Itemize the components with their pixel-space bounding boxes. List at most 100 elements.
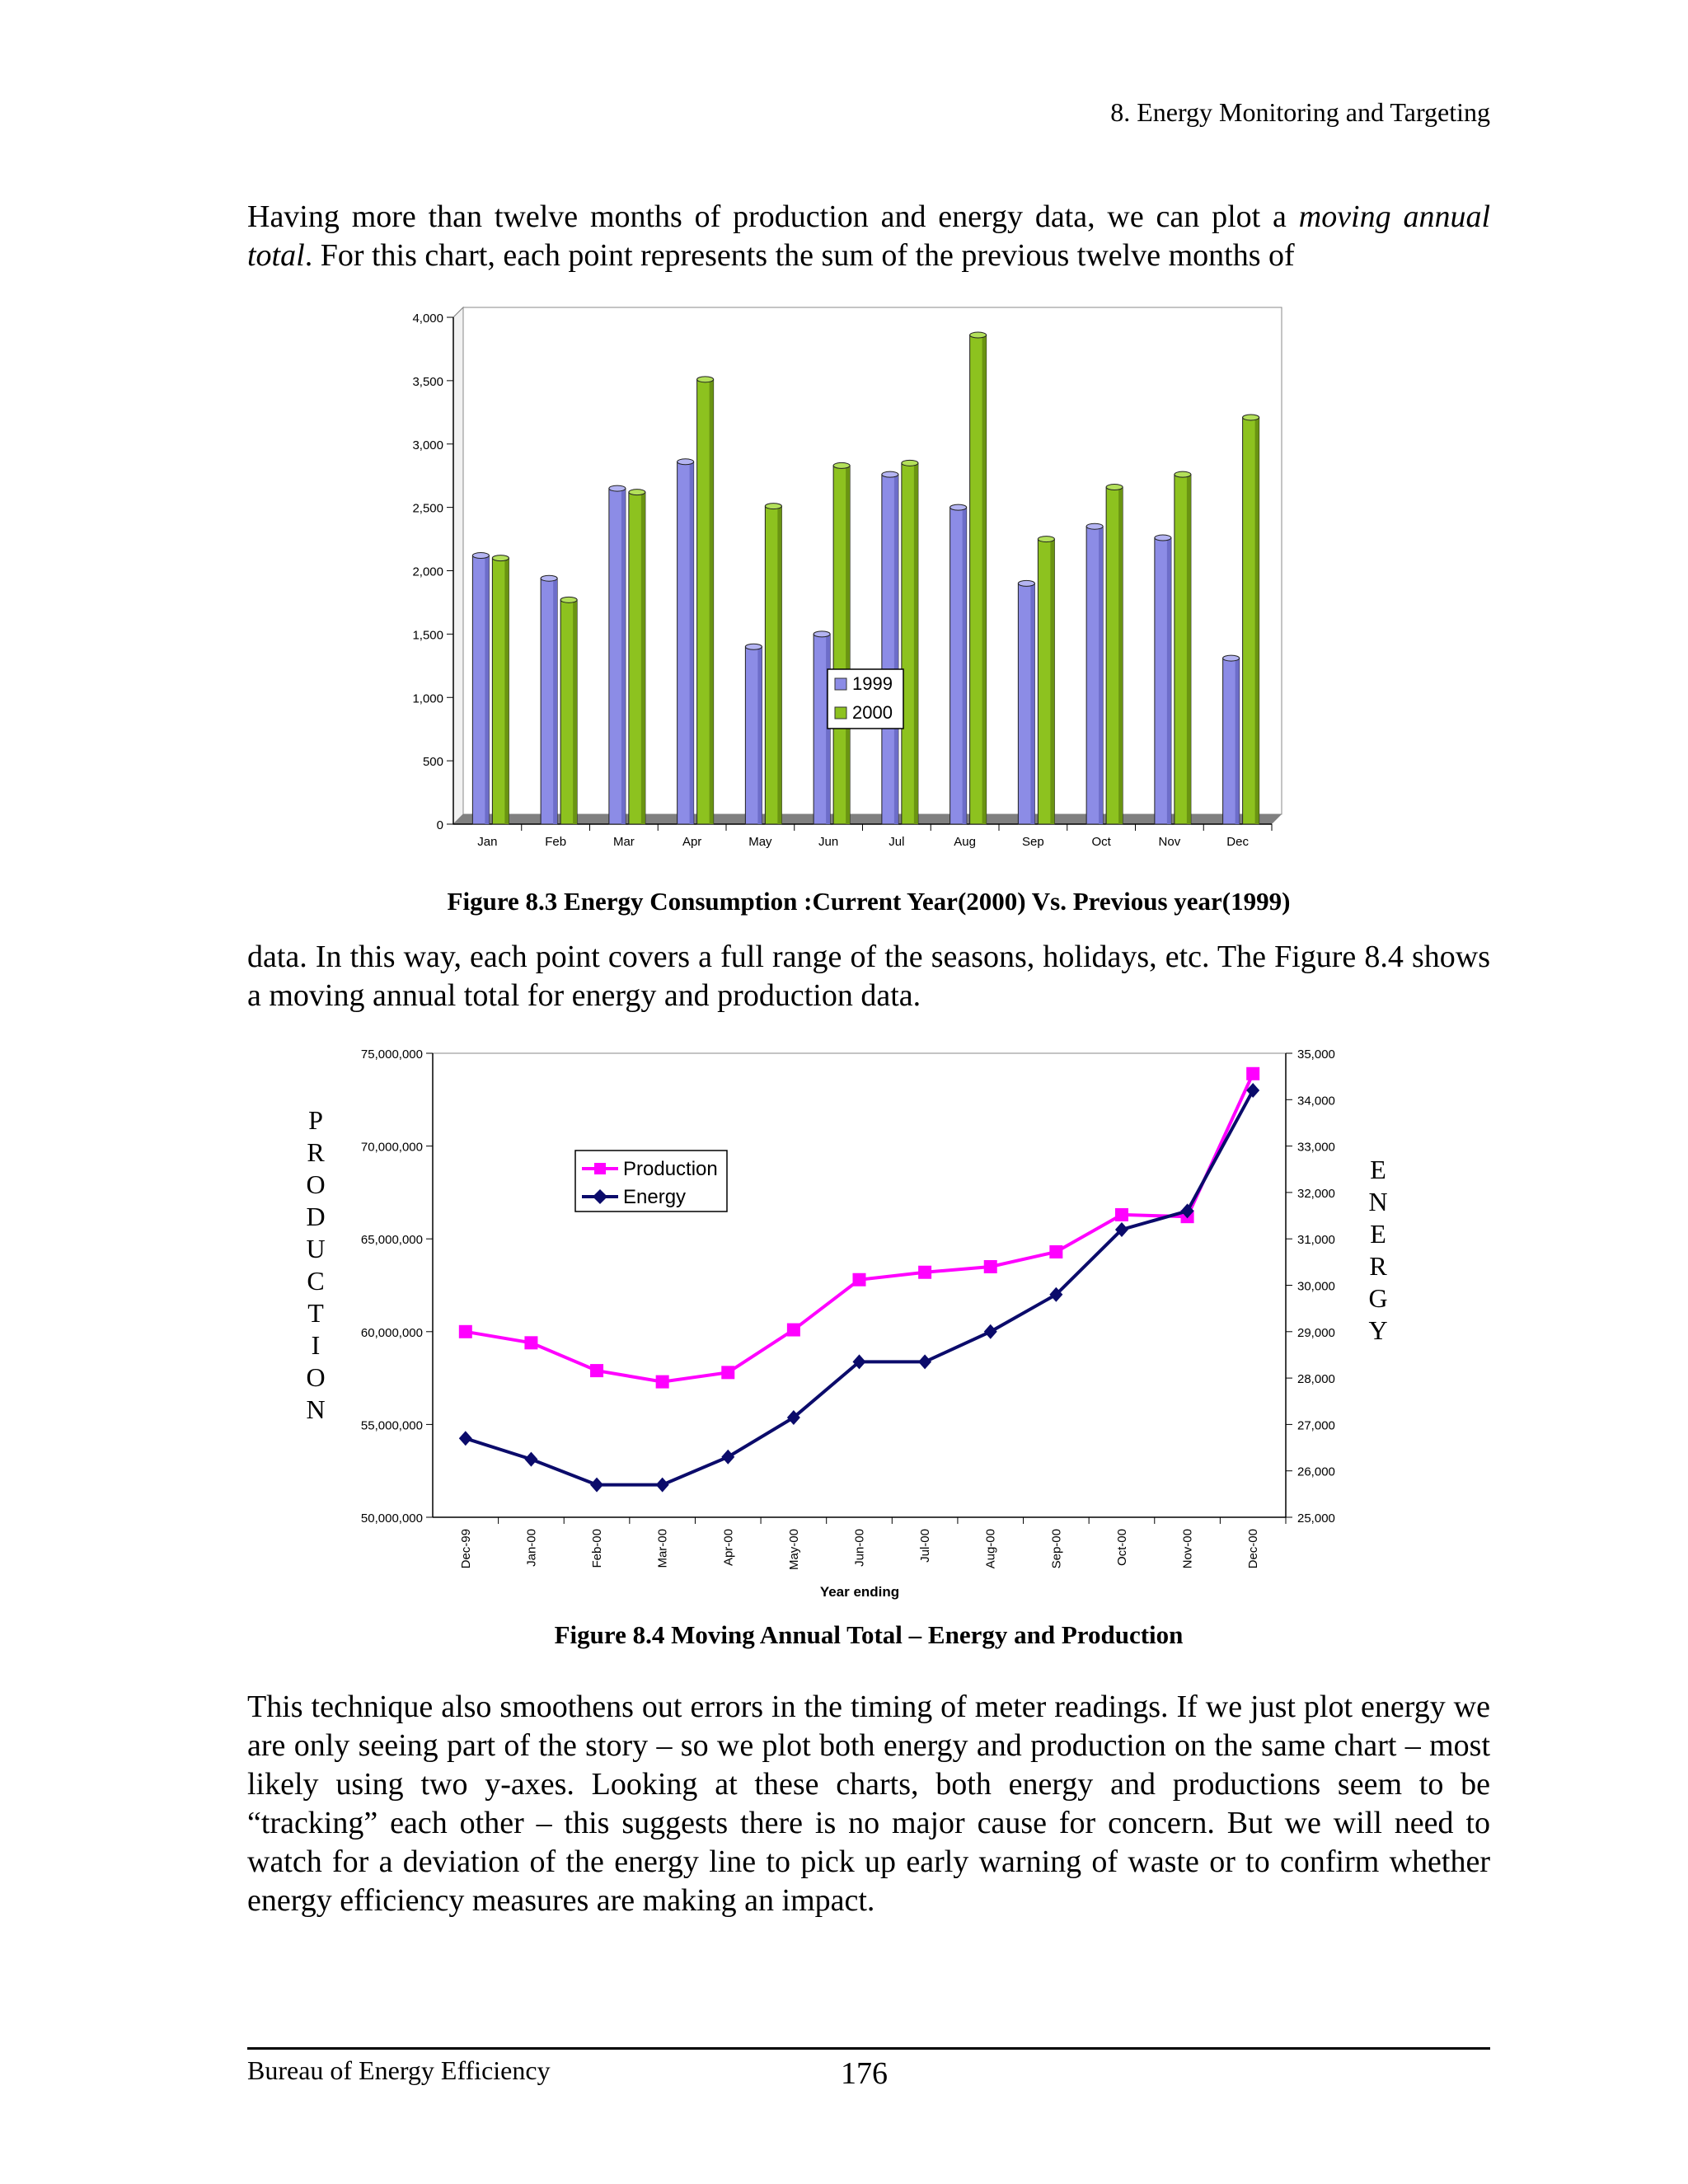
bar-cap — [744, 643, 762, 650]
bar-xtick-label: May — [748, 835, 772, 849]
bar-shade — [1118, 487, 1123, 824]
line-xtick-label: Dec-00 — [1246, 1529, 1260, 1568]
line-right-tick-label: 33,000 — [1297, 1141, 1335, 1155]
bar-ytick-label: 3,500 — [412, 375, 443, 389]
point-production-Apr-00 — [721, 1366, 735, 1380]
line-right-tick-label: 26,000 — [1297, 1465, 1335, 1479]
point-energy-Nov-00 — [1180, 1203, 1194, 1219]
line-xtick-label: Jul-00 — [918, 1529, 932, 1563]
bar-shade — [504, 558, 509, 824]
bar-xtick-label: Dec — [1226, 835, 1249, 849]
bar-side-wall — [452, 306, 464, 826]
bar-shade — [1166, 537, 1171, 824]
bar-shade — [962, 507, 967, 824]
bar-xtick-label: Jul — [889, 835, 904, 849]
bar-back-wall — [462, 307, 1282, 815]
line-xtick-label: Aug-00 — [984, 1529, 998, 1568]
line-left-tick-label: 50,000,000 — [361, 1511, 423, 1526]
bar-cap — [540, 574, 558, 582]
axis-letter: O — [306, 1362, 326, 1392]
figure-caption-8-3: Figure 8.3 Energy Consumption :Current Y… — [447, 887, 1291, 916]
bar-shade — [1186, 474, 1191, 824]
line-chart-tick-labels: 50,000,000 55,000,000 60,000,000 65,000,000… — [361, 1047, 1335, 1570]
line-left-tick-label: 75,000,000 — [361, 1047, 423, 1062]
bar-ytick-label: 2,000 — [412, 565, 443, 579]
line-xtick-label: Oct-00 — [1115, 1529, 1129, 1566]
page-number: 176 — [841, 2056, 888, 2091]
line-xtick-label: Apr-00 — [721, 1529, 735, 1566]
bar-shade — [1030, 583, 1035, 824]
bar-ytick-label: 3,000 — [412, 438, 443, 452]
line-left-tick-label: 65,000,000 — [361, 1233, 423, 1247]
line-right-tick-label: 35,000 — [1297, 1047, 1335, 1062]
point-energy-Dec-00 — [1246, 1083, 1260, 1099]
bar-cap — [1085, 523, 1104, 530]
paragraph-conclusion: This technique also smoothens out errors… — [247, 1690, 1490, 1918]
line-chart-legend: Production Energy — [574, 1150, 728, 1212]
bar-cap — [696, 376, 715, 383]
axis-letter: T — [307, 1298, 324, 1328]
point-energy-Sep-00 — [1049, 1286, 1063, 1302]
bar-cap — [1017, 579, 1035, 587]
bar-cap — [901, 459, 919, 466]
bar-shade — [757, 646, 762, 824]
point-energy-Apr-00 — [721, 1449, 735, 1465]
bar-shade — [1254, 417, 1259, 824]
line-right-tick-label: 25,000 — [1297, 1511, 1335, 1526]
bar-cap — [1242, 414, 1260, 421]
point-production-Feb-00 — [590, 1364, 604, 1378]
bar-ytick-label: 4,000 — [412, 312, 443, 326]
point-production-Dec-99 — [458, 1324, 472, 1338]
bar-shade — [846, 465, 851, 824]
line-right-tick-label: 30,000 — [1297, 1280, 1335, 1294]
legend-label-production: Production — [623, 1158, 718, 1180]
figure-caption-8-4: Figure 8.4 Moving Annual Total – Energy … — [554, 1620, 1184, 1649]
running-header: 8. Energy Monitoring and Targeting — [1110, 97, 1490, 127]
bar-shade — [893, 474, 898, 824]
line-xtick-label: Nov-00 — [1181, 1529, 1195, 1568]
bar-xtick-label: Aug — [954, 835, 976, 849]
line-xtick-label: May-00 — [787, 1529, 801, 1570]
axis-letter: D — [306, 1202, 326, 1231]
line-xtick-label: Dec-99 — [459, 1529, 473, 1568]
bar-cap — [560, 596, 578, 603]
line-right-tick-label: 31,000 — [1297, 1233, 1335, 1247]
axis-letter: R — [1369, 1251, 1387, 1281]
point-energy-Dec-99 — [458, 1431, 472, 1446]
axis-letter: E — [1370, 1155, 1386, 1184]
line-chart-axes — [426, 1052, 1292, 1524]
line-xtick-label: Jun-00 — [853, 1529, 867, 1567]
footer-organization: Bureau of Energy Efficiency — [247, 2055, 551, 2085]
bar-xtick-label: Apr — [682, 835, 701, 849]
axis-letter: C — [307, 1266, 325, 1296]
point-production-Sep-00 — [1049, 1244, 1063, 1258]
bar-cap — [1222, 654, 1240, 662]
bar-cap — [950, 504, 968, 511]
bar-chart-axes — [447, 306, 1282, 831]
axis-letter: I — [311, 1330, 321, 1360]
line-xtick-label: Sep-00 — [1049, 1529, 1063, 1568]
bar-ytick-label: 1,500 — [412, 628, 443, 642]
bar-shade — [1099, 526, 1104, 824]
point-production-Jan-00 — [524, 1336, 538, 1350]
para1-italic-term: moving annual total — [247, 199, 1490, 273]
bar-shade — [982, 335, 987, 824]
bar-chart-bars — [471, 331, 1260, 825]
bar-shade — [709, 379, 714, 824]
point-production-Jun-00 — [852, 1272, 866, 1286]
legend-label-energy: Energy — [623, 1186, 686, 1208]
bar-xtick-label: Jun — [818, 835, 838, 849]
line-right-tick-label: 27,000 — [1297, 1418, 1335, 1432]
axis-letter: P — [308, 1105, 323, 1135]
bar-shade — [640, 492, 645, 824]
point-production-Dec-00 — [1246, 1066, 1260, 1080]
bar-xtick-label: Nov — [1159, 835, 1181, 849]
bar-cap — [608, 485, 626, 492]
footer-rule — [247, 2047, 1490, 2050]
bar-xtick-label: Sep — [1022, 835, 1044, 849]
bar-cap — [1037, 536, 1055, 543]
bar-ytick-label: 500 — [423, 755, 443, 769]
point-production-Mar-00 — [655, 1375, 669, 1389]
